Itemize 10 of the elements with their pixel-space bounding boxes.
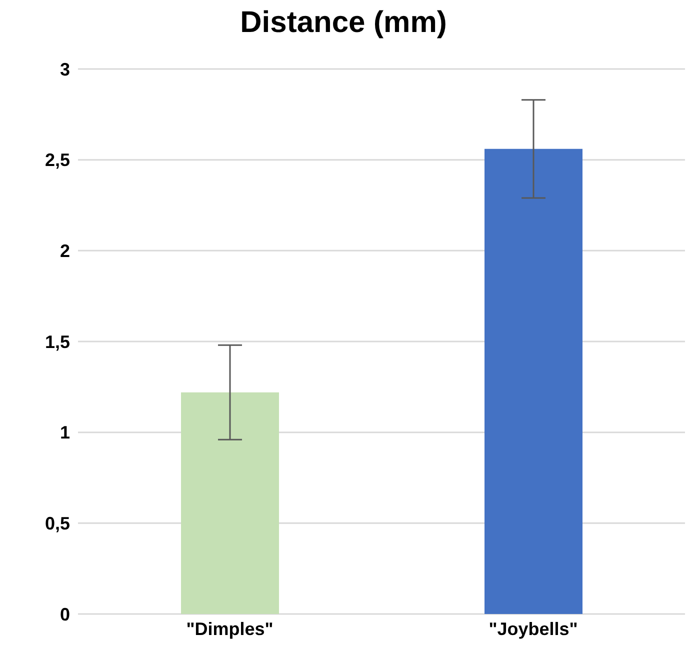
y-tick-label: 1,5: [44, 332, 70, 352]
x-tick-label: "Dimples": [186, 618, 274, 639]
y-tick-label: 0: [60, 604, 70, 624]
x-tick-label: "Joybells": [488, 618, 578, 639]
chart-title: Distance (mm): [239, 6, 448, 40]
y-tick-label: 2: [60, 241, 70, 262]
y-tick-label: 2,5: [44, 150, 70, 170]
y-tick-label: 0,5: [44, 514, 70, 534]
y-tick-label: 1: [60, 422, 70, 443]
y-tick-label: 3: [60, 59, 70, 80]
